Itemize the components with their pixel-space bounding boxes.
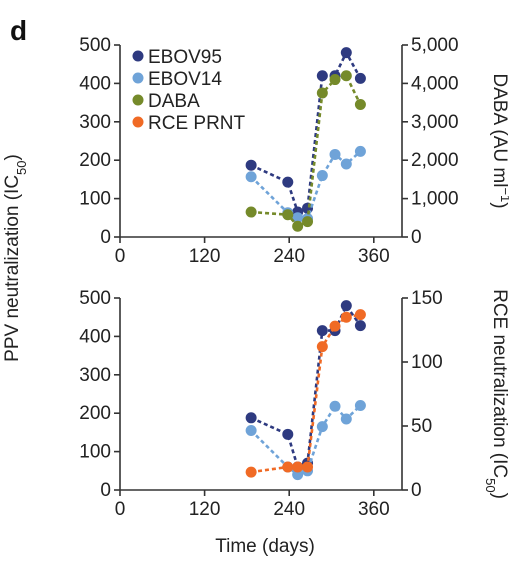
- bottom-left-y-tick-label: 500: [79, 288, 111, 309]
- top-point-ebov95: [245, 159, 257, 171]
- bottom-point-ebov14: [329, 400, 341, 412]
- top-right-y-tick-label: 2,000: [411, 150, 459, 171]
- legend-label-ebov14: EBOV14: [148, 69, 222, 90]
- x-axis-title: Time (days): [215, 536, 315, 557]
- bottom-point-rce-prnt: [282, 461, 294, 473]
- top-right-y-axis-title: DABA (AU ml−1): [489, 73, 509, 208]
- top-left-y-tick-label: 300: [79, 112, 111, 133]
- bottom-left-y-tick-label: 200: [79, 403, 111, 424]
- bottom-point-ebov14: [316, 421, 328, 433]
- top-point-ebov14: [340, 158, 352, 170]
- top-left-y-tick-label: 400: [79, 73, 111, 94]
- top-point-ebov14: [354, 145, 366, 157]
- legend-label-ebov95: EBOV95: [148, 47, 222, 68]
- top-point-daba: [354, 99, 366, 111]
- bottom-left-y-tick-label: 0: [100, 480, 111, 501]
- bottom-point-rce-prnt: [316, 341, 328, 353]
- bottom-right-y-axis-title: RCE neutralization (IC50): [484, 289, 509, 499]
- top-point-daba: [316, 87, 328, 99]
- bottom-point-rce-prnt: [354, 309, 366, 321]
- top-point-ebov95: [340, 47, 352, 59]
- shared-y-axis-title-main: PPV neutralization (IC: [2, 175, 23, 362]
- top-right-y-axis-title-main: DABA (AU ml: [489, 73, 509, 187]
- bottom-series-line-ebov14: [250, 404, 362, 477]
- bottom-series-line-ebov95: [250, 303, 362, 469]
- bottom-x-tick-label: 360: [358, 499, 390, 520]
- bottom-point-rce-prnt: [329, 320, 341, 332]
- top-left-y-tick-label: 0: [100, 227, 111, 248]
- legend-marker-daba: [132, 94, 144, 106]
- top-point-daba: [329, 74, 341, 86]
- bottom-right-y-tick-label: 100: [411, 352, 443, 373]
- bottom-panel: 0 120 240 360 0 100 200 300 400 500 0 50 100 150 RCE n…: [79, 288, 509, 520]
- top-right-y-axis-title-end: ): [489, 202, 509, 208]
- top-point-daba: [292, 220, 304, 232]
- bottom-right-y-tick-label: 0: [411, 480, 422, 501]
- top-point-daba: [340, 70, 352, 82]
- top-point-ebov14: [292, 212, 304, 224]
- legend-label-rce-prnt: RCE PRNT: [148, 113, 246, 134]
- legend-marker-ebov95: [132, 50, 144, 62]
- bottom-left-y-tick-label: 300: [79, 365, 111, 386]
- bottom-point-ebov14: [292, 469, 304, 481]
- bottom-x-tick-label: 240: [273, 499, 305, 520]
- top-right-y-tick-label: 4,000: [411, 73, 459, 94]
- top-x-tick-label: 360: [358, 246, 390, 267]
- top-left-y-tick-label: 100: [79, 189, 111, 210]
- top-x-tick-label: 240: [273, 246, 305, 267]
- bottom-right-y-axis-title-end: ): [489, 493, 509, 499]
- bottom-point-ebov95: [340, 300, 352, 312]
- bottom-point-ebov95: [245, 412, 257, 424]
- bottom-point-ebov95: [354, 320, 366, 332]
- bottom-left-y-tick-label: 100: [79, 442, 111, 463]
- bottom-right-y-axis-title-main: RCE neutralization (IC: [489, 289, 509, 478]
- top-right-y-tick-label: 3,000: [411, 112, 459, 133]
- shared-y-axis-title-sub: 50: [14, 160, 29, 174]
- top-point-ebov95: [282, 176, 294, 188]
- bottom-left-y-tick-label: 400: [79, 326, 111, 347]
- top-right-y-tick-label: 1,000: [411, 189, 459, 210]
- top-point-ebov95: [316, 70, 328, 82]
- top-point-daba: [245, 206, 257, 218]
- top-point-ebov14: [316, 170, 328, 182]
- shared-y-axis-title-end: ): [2, 154, 23, 160]
- top-point-ebov14: [245, 171, 257, 183]
- bottom-right-y-tick-label: 150: [411, 288, 443, 309]
- legend-marker-ebov14: [132, 72, 144, 84]
- top-right-y-axis-title-sup: −1: [499, 187, 509, 202]
- bottom-right-y-axis-title-sub: 50: [484, 478, 499, 492]
- shared-y-axis-title: PPV neutralization (IC50): [2, 154, 29, 362]
- top-left-y-tick-label: 500: [79, 35, 111, 56]
- top-point-daba: [302, 216, 314, 228]
- top-panel: 0 120 240 360 0 100 200 300 400 500 0 1,000 2,000 3,0…: [79, 35, 509, 267]
- top-point-daba: [282, 209, 294, 221]
- bottom-point-rce-prnt: [340, 311, 352, 323]
- bottom-point-ebov95: [316, 325, 328, 337]
- bottom-right-y-tick-label: 50: [411, 416, 432, 437]
- panel-label: d: [10, 15, 27, 46]
- legend-marker-rce-prnt: [132, 116, 144, 128]
- bottom-x-tick-label: 120: [189, 499, 221, 520]
- bottom-point-ebov95: [282, 428, 294, 440]
- legend-label-daba: DABA: [148, 91, 200, 112]
- bottom-point-ebov14: [354, 400, 366, 412]
- top-point-ebov14: [329, 148, 341, 160]
- bottom-point-rce-prnt: [292, 461, 304, 473]
- top-x-tick-label: 120: [189, 246, 221, 267]
- top-x-tick-label: 0: [115, 246, 126, 267]
- bottom-x-tick-label: 0: [115, 499, 126, 520]
- top-right-y-tick-label: 5,000: [411, 35, 459, 56]
- bottom-point-rce-prnt: [302, 461, 314, 473]
- bottom-point-rce-prnt: [245, 466, 257, 478]
- top-point-ebov95: [354, 72, 366, 84]
- top-right-y-tick-label: 0: [411, 227, 422, 248]
- bottom-point-ebov14: [245, 424, 257, 436]
- bottom-point-ebov14: [340, 413, 352, 425]
- top-left-y-tick-label: 200: [79, 150, 111, 171]
